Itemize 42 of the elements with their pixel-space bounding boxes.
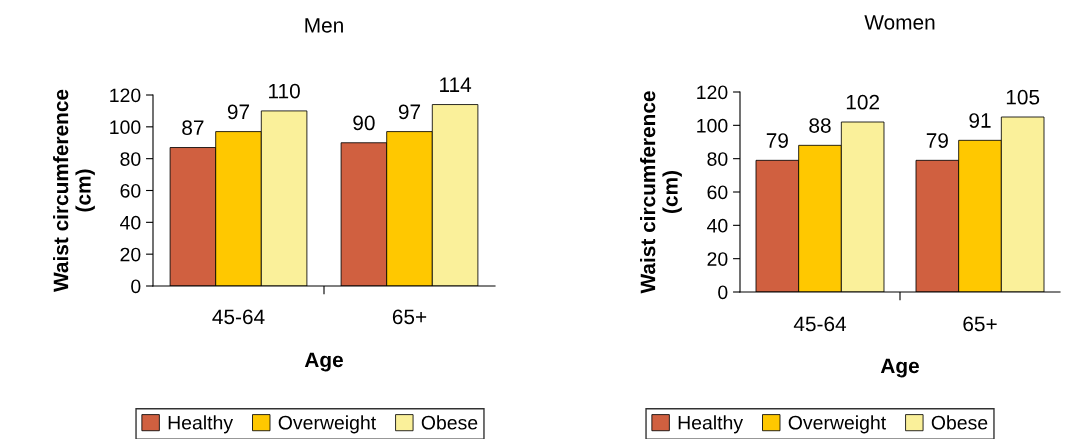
y-axis-title: Waist circumference (cm) bbox=[53, 89, 95, 292]
legend-label: Overweight bbox=[788, 415, 886, 434]
chart-title: Women bbox=[864, 15, 935, 30]
y-tick-label: 60 bbox=[707, 185, 728, 200]
y-tick-label: 0 bbox=[131, 279, 141, 294]
x-tick-label: 65+ bbox=[392, 309, 427, 325]
data-label: 88 bbox=[809, 118, 831, 133]
x-tick-label: 45-64 bbox=[793, 316, 847, 332]
data-label: 110 bbox=[269, 83, 300, 99]
x-axis-title: Age bbox=[304, 352, 343, 372]
data-label: 114 bbox=[440, 77, 472, 92]
data-label: 79 bbox=[766, 133, 788, 148]
legend-label: Obese bbox=[421, 415, 478, 430]
data-label: 90 bbox=[353, 115, 375, 131]
y-tick-label: 80 bbox=[120, 152, 141, 166]
y-tick-label: 40 bbox=[707, 218, 728, 233]
data-label: 97 bbox=[227, 104, 250, 120]
y-tick-label: 20 bbox=[707, 252, 728, 266]
y-tick-label: 60 bbox=[120, 183, 141, 198]
x-tick-label: 45-64 bbox=[212, 309, 265, 325]
data-label: 97 bbox=[398, 104, 421, 120]
data-label: 105 bbox=[1006, 89, 1040, 105]
legend-label: Overweight bbox=[278, 415, 376, 434]
y-tick-label: 120 bbox=[110, 88, 141, 103]
y-tick-label: 80 bbox=[707, 152, 728, 166]
data-label: 102 bbox=[846, 94, 879, 110]
y-axis-title: Waist circumference (cm) bbox=[640, 91, 682, 294]
y-tick-label: 100 bbox=[110, 120, 141, 135]
y-tick-label: 0 bbox=[718, 285, 728, 300]
y-tick-label: 40 bbox=[120, 215, 141, 230]
x-axis-title: Age bbox=[880, 358, 919, 378]
chart-title: Men bbox=[305, 18, 343, 33]
legend-label: Obese bbox=[931, 415, 988, 430]
y-tick-label: 120 bbox=[697, 85, 728, 100]
x-tick-label: 65+ bbox=[963, 316, 997, 332]
data-label: 91 bbox=[969, 113, 991, 128]
legend-label: Healthy bbox=[168, 415, 234, 434]
legend-label: Healthy bbox=[678, 415, 744, 434]
data-label: 79 bbox=[926, 133, 948, 148]
data-label: 87 bbox=[182, 120, 204, 136]
y-tick-label: 100 bbox=[697, 118, 728, 133]
y-tick-label: 20 bbox=[120, 247, 141, 262]
